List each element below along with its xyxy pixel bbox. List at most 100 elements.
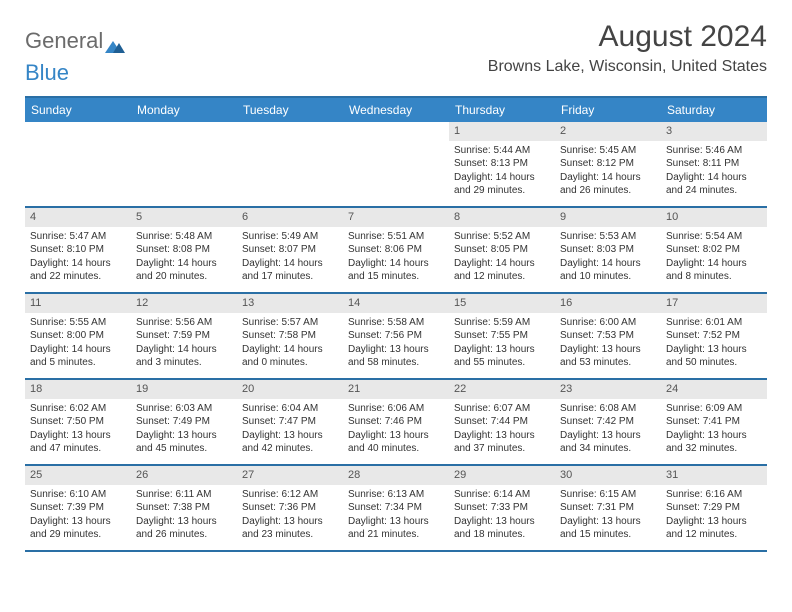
daylight2-text: and 18 minutes. <box>454 528 550 542</box>
sunrise-text: Sunrise: 5:59 AM <box>454 316 550 330</box>
daylight2-text: and 22 minutes. <box>30 270 126 284</box>
sunrise-text: Sunrise: 6:13 AM <box>348 488 444 502</box>
sunset-text: Sunset: 7:41 PM <box>666 415 762 429</box>
daylight2-text: and 55 minutes. <box>454 356 550 370</box>
day-cell <box>131 122 237 206</box>
day-cell: 17Sunrise: 6:01 AMSunset: 7:52 PMDayligh… <box>661 294 767 378</box>
day-number: 24 <box>661 380 767 399</box>
daylight2-text: and 3 minutes. <box>136 356 232 370</box>
daylight2-text: and 20 minutes. <box>136 270 232 284</box>
sunrise-text: Sunrise: 5:58 AM <box>348 316 444 330</box>
daylight2-text: and 17 minutes. <box>242 270 338 284</box>
sunrise-text: Sunrise: 5:54 AM <box>666 230 762 244</box>
daylight1-text: Daylight: 13 hours <box>136 429 232 443</box>
day-number <box>25 122 131 141</box>
day-cell <box>343 122 449 206</box>
day-number: 14 <box>343 294 449 313</box>
daylight2-text: and 21 minutes. <box>348 528 444 542</box>
day-cell: 21Sunrise: 6:06 AMSunset: 7:46 PMDayligh… <box>343 380 449 464</box>
sunrise-text: Sunrise: 5:56 AM <box>136 316 232 330</box>
day-cell: 20Sunrise: 6:04 AMSunset: 7:47 PMDayligh… <box>237 380 343 464</box>
title-block: August 2024 Browns Lake, Wisconsin, Unit… <box>488 20 767 76</box>
daylight2-text: and 29 minutes. <box>30 528 126 542</box>
sunset-text: Sunset: 7:39 PM <box>30 501 126 515</box>
daylight1-text: Daylight: 14 hours <box>136 343 232 357</box>
day-cell: 30Sunrise: 6:15 AMSunset: 7:31 PMDayligh… <box>555 466 661 550</box>
day-cell: 11Sunrise: 5:55 AMSunset: 8:00 PMDayligh… <box>25 294 131 378</box>
sunrise-text: Sunrise: 5:51 AM <box>348 230 444 244</box>
sunrise-text: Sunrise: 6:06 AM <box>348 402 444 416</box>
sunset-text: Sunset: 7:36 PM <box>242 501 338 515</box>
daylight1-text: Daylight: 14 hours <box>666 257 762 271</box>
calendar: SundayMondayTuesdayWednesdayThursdayFrid… <box>25 96 767 552</box>
daylight1-text: Daylight: 13 hours <box>666 429 762 443</box>
sunrise-text: Sunrise: 6:10 AM <box>30 488 126 502</box>
weekday-header: Sunday <box>25 98 131 122</box>
day-cell: 27Sunrise: 6:12 AMSunset: 7:36 PMDayligh… <box>237 466 343 550</box>
day-cell: 12Sunrise: 5:56 AMSunset: 7:59 PMDayligh… <box>131 294 237 378</box>
sunset-text: Sunset: 8:13 PM <box>454 157 550 171</box>
day-number: 23 <box>555 380 661 399</box>
day-number <box>131 122 237 141</box>
weekday-header-row: SundayMondayTuesdayWednesdayThursdayFrid… <box>25 98 767 122</box>
day-number: 18 <box>25 380 131 399</box>
daylight2-text: and 40 minutes. <box>348 442 444 456</box>
sunrise-text: Sunrise: 5:49 AM <box>242 230 338 244</box>
daylight1-text: Daylight: 14 hours <box>242 343 338 357</box>
daylight1-text: Daylight: 13 hours <box>560 429 656 443</box>
sunset-text: Sunset: 7:29 PM <box>666 501 762 515</box>
daylight2-text: and 42 minutes. <box>242 442 338 456</box>
sunrise-text: Sunrise: 6:02 AM <box>30 402 126 416</box>
daylight2-text: and 53 minutes. <box>560 356 656 370</box>
day-cell: 3Sunrise: 5:46 AMSunset: 8:11 PMDaylight… <box>661 122 767 206</box>
daylight1-text: Daylight: 13 hours <box>348 515 444 529</box>
day-cell: 28Sunrise: 6:13 AMSunset: 7:34 PMDayligh… <box>343 466 449 550</box>
logo: General <box>25 28 125 54</box>
day-number: 11 <box>25 294 131 313</box>
day-number: 26 <box>131 466 237 485</box>
sunset-text: Sunset: 7:31 PM <box>560 501 656 515</box>
weekday-header: Tuesday <box>237 98 343 122</box>
daylight1-text: Daylight: 14 hours <box>136 257 232 271</box>
sunrise-text: Sunrise: 5:57 AM <box>242 316 338 330</box>
daylight2-text: and 58 minutes. <box>348 356 444 370</box>
daylight1-text: Daylight: 13 hours <box>666 343 762 357</box>
weekday-header: Thursday <box>449 98 555 122</box>
day-number: 9 <box>555 208 661 227</box>
daylight1-text: Daylight: 14 hours <box>348 257 444 271</box>
month-title: August 2024 <box>488 20 767 54</box>
day-cell: 10Sunrise: 5:54 AMSunset: 8:02 PMDayligh… <box>661 208 767 292</box>
sunset-text: Sunset: 7:58 PM <box>242 329 338 343</box>
day-cell: 8Sunrise: 5:52 AMSunset: 8:05 PMDaylight… <box>449 208 555 292</box>
sunrise-text: Sunrise: 6:04 AM <box>242 402 338 416</box>
day-number: 31 <box>661 466 767 485</box>
daylight2-text: and 24 minutes. <box>666 184 762 198</box>
sunset-text: Sunset: 8:07 PM <box>242 243 338 257</box>
sunset-text: Sunset: 7:59 PM <box>136 329 232 343</box>
sunset-text: Sunset: 8:10 PM <box>30 243 126 257</box>
sunrise-text: Sunrise: 6:11 AM <box>136 488 232 502</box>
weekday-header: Wednesday <box>343 98 449 122</box>
daylight1-text: Daylight: 14 hours <box>242 257 338 271</box>
daylight1-text: Daylight: 13 hours <box>666 515 762 529</box>
day-number <box>237 122 343 141</box>
daylight1-text: Daylight: 13 hours <box>454 343 550 357</box>
day-cell: 7Sunrise: 5:51 AMSunset: 8:06 PMDaylight… <box>343 208 449 292</box>
sunset-text: Sunset: 8:03 PM <box>560 243 656 257</box>
day-cell: 18Sunrise: 6:02 AMSunset: 7:50 PMDayligh… <box>25 380 131 464</box>
day-cell: 24Sunrise: 6:09 AMSunset: 7:41 PMDayligh… <box>661 380 767 464</box>
day-cell: 1Sunrise: 5:44 AMSunset: 8:13 PMDaylight… <box>449 122 555 206</box>
day-cell: 31Sunrise: 6:16 AMSunset: 7:29 PMDayligh… <box>661 466 767 550</box>
sunrise-text: Sunrise: 6:14 AM <box>454 488 550 502</box>
daylight2-text: and 5 minutes. <box>30 356 126 370</box>
day-cell: 19Sunrise: 6:03 AMSunset: 7:49 PMDayligh… <box>131 380 237 464</box>
sunrise-text: Sunrise: 5:48 AM <box>136 230 232 244</box>
sunset-text: Sunset: 7:52 PM <box>666 329 762 343</box>
day-number: 10 <box>661 208 767 227</box>
day-number: 15 <box>449 294 555 313</box>
daylight1-text: Daylight: 13 hours <box>560 343 656 357</box>
daylight2-text: and 10 minutes. <box>560 270 656 284</box>
sunset-text: Sunset: 7:47 PM <box>242 415 338 429</box>
sunrise-text: Sunrise: 5:46 AM <box>666 144 762 158</box>
weekday-header: Saturday <box>661 98 767 122</box>
